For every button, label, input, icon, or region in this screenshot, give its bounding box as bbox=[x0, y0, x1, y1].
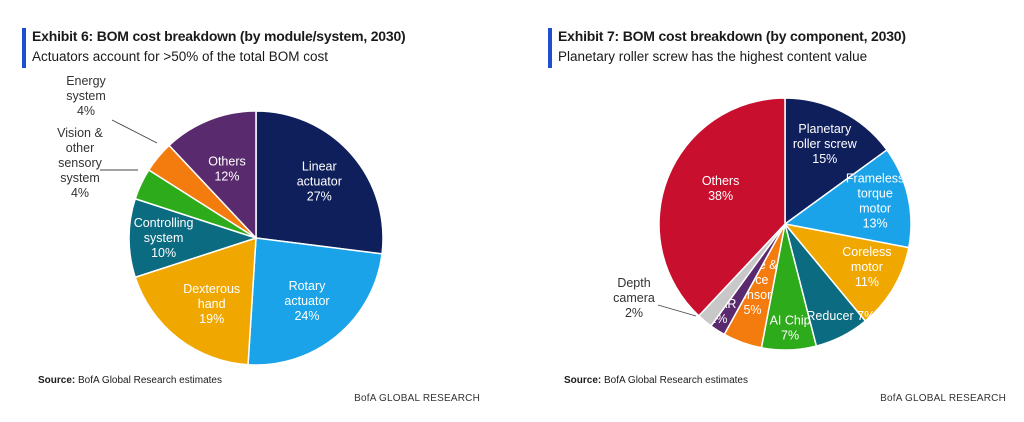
slice-label-depth-camera: Depth camera 2% bbox=[613, 276, 655, 320]
pie-slice-linear-actuator bbox=[255, 110, 384, 255]
exhibit-7: Exhibit 7: BOM cost breakdown (by compon… bbox=[526, 0, 1024, 422]
leader-line-depth-camera bbox=[657, 304, 697, 317]
pie-slice-rotary-actuator bbox=[247, 237, 383, 366]
slice-label-rotary-actuator: Rotary actuator 24% bbox=[284, 279, 329, 323]
pie-slice-others bbox=[167, 110, 257, 240]
chart-title: Exhibit 7: BOM cost breakdown (by compon… bbox=[558, 28, 906, 44]
slice-label-reducer: Reducer 7% bbox=[806, 309, 875, 323]
slice-label-planetary-roller-screw: Planetary roller screw 15% bbox=[793, 122, 858, 166]
source-note: Source: BofA Global Research estimates bbox=[38, 375, 222, 386]
source-label: Source: bbox=[38, 375, 76, 386]
chart-subtitle: Actuators account for >50% of the total … bbox=[32, 49, 329, 64]
pie-chart-module: Linear actuator 27% Rotary actuator 24% Dexter… bbox=[57, 74, 384, 366]
slice-label-others: Others 38% bbox=[702, 174, 740, 203]
pie-chart-component: Planetary roller screw 15% Frameless torque m… bbox=[613, 97, 912, 351]
source-text: BofA Global Research estimates bbox=[604, 375, 748, 386]
pie-slice-dexterous-hand bbox=[134, 236, 257, 366]
slice-label-energy-system: Energy system 4% bbox=[66, 74, 106, 118]
brand-footer: BofA GLOBAL RESEARCH bbox=[354, 393, 480, 404]
leader-line-energy-system bbox=[111, 119, 158, 144]
source-label: Source: bbox=[564, 375, 602, 386]
source-text: BofA Global Research estimates bbox=[78, 375, 222, 386]
pie-slice-controlling-system bbox=[128, 197, 259, 279]
chart-subtitle: Planetary roller screw has the highest c… bbox=[558, 49, 868, 64]
brand-footer: BofA GLOBAL RESEARCH bbox=[880, 393, 1006, 404]
pie-slice-others bbox=[658, 97, 786, 317]
slice-label-vision-other-sensory-system: Vision & other sensory system 4% bbox=[57, 126, 103, 200]
slice-label-ai-chip: AI Chip 7% bbox=[770, 314, 811, 343]
slice-label-dexterous-hand: Dexterous hand 19% bbox=[183, 282, 240, 326]
slice-label-frameless-torque-motor: Frameless torque motor 13% bbox=[846, 171, 904, 230]
chart-title: Exhibit 6: BOM cost breakdown (by module… bbox=[32, 28, 406, 44]
title-accent-bar bbox=[548, 28, 552, 68]
pie-slice-planetary-roller-screw bbox=[784, 97, 888, 226]
slice-label-linear-actuator: Linear actuator 27% bbox=[297, 159, 342, 203]
slice-label-others: Others 12% bbox=[208, 154, 246, 183]
title-accent-bar bbox=[22, 28, 26, 68]
pie-slice-frameless-torque-motor bbox=[783, 148, 912, 249]
pie-slice-coreless-motor bbox=[783, 222, 910, 323]
source-note: Source: BofA Global Research estimates bbox=[564, 375, 748, 386]
slice-label-controlling-system: Controlling system 10% bbox=[134, 216, 194, 260]
exhibit-6: Exhibit 6: BOM cost breakdown (by module… bbox=[0, 0, 500, 422]
slice-label-coreless-motor: Coreless motor 11% bbox=[842, 245, 891, 289]
